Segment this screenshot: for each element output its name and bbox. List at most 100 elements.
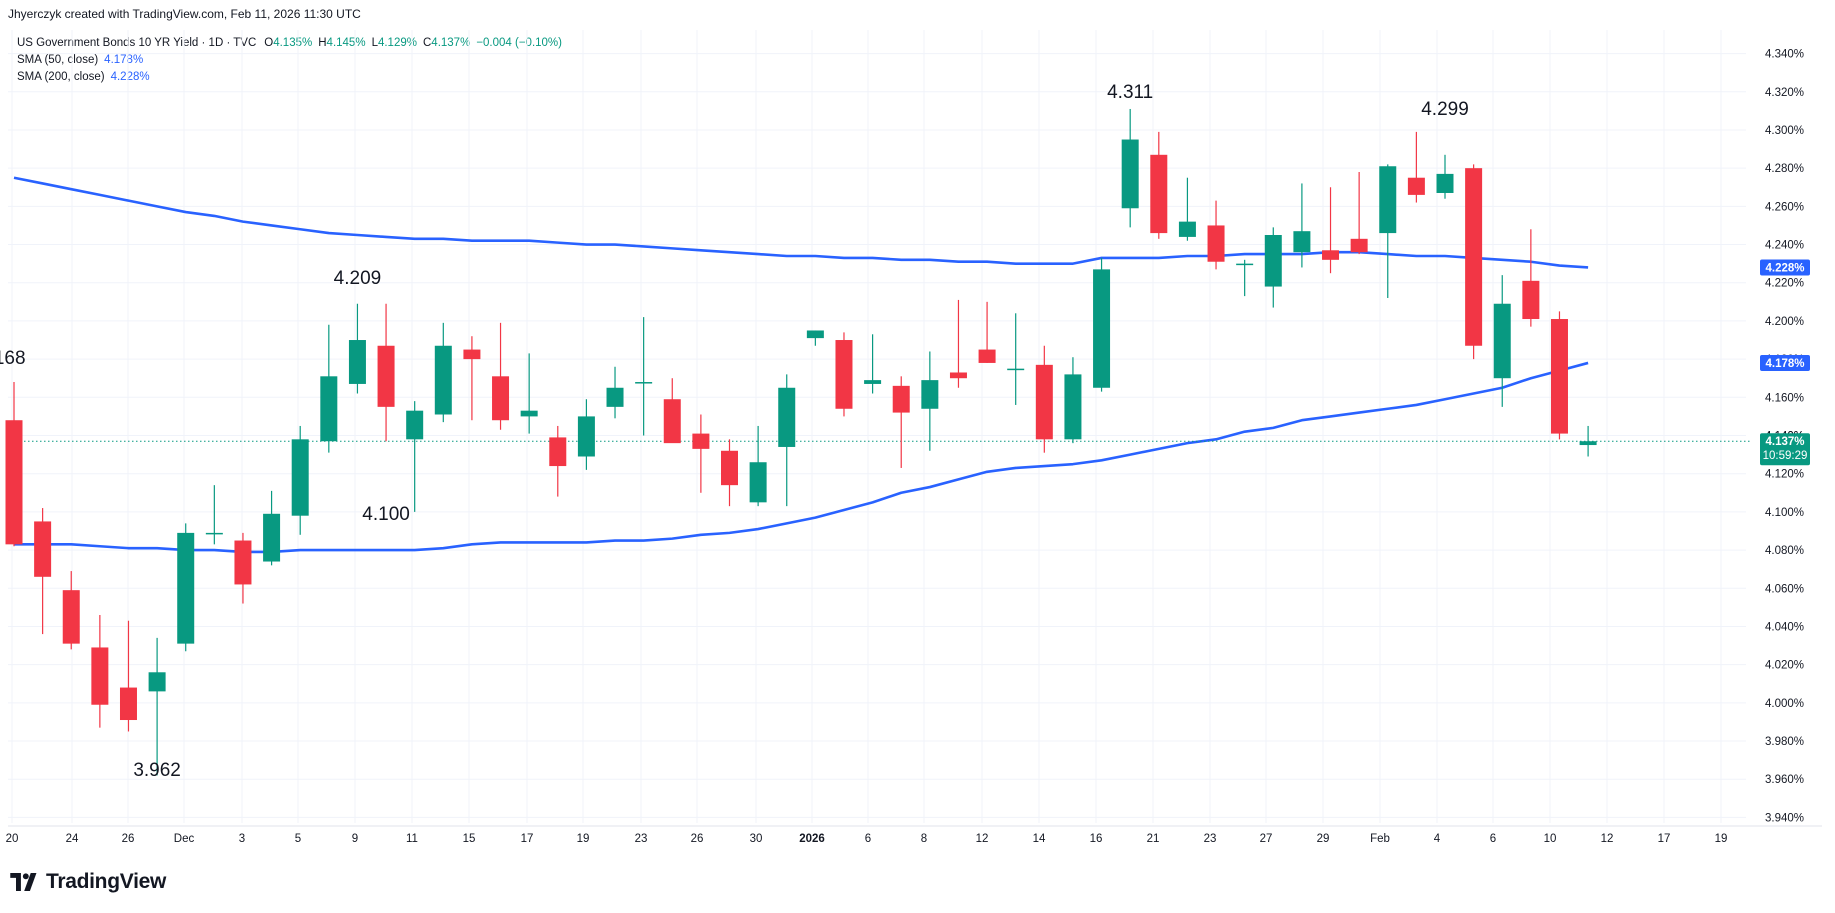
sma200-line[interactable] — [13, 176, 1589, 269]
candle[interactable] — [234, 532, 252, 604]
candle[interactable] — [1207, 200, 1225, 270]
candle[interactable] — [434, 322, 452, 423]
sma200-value: 4.228% — [110, 71, 150, 83]
candle-body — [835, 340, 853, 409]
x-tick-label: 29 — [1317, 833, 1330, 845]
sma50-line[interactable] — [14, 361, 1589, 554]
candle[interactable] — [949, 299, 967, 388]
candle[interactable] — [463, 336, 481, 421]
y-tick-label: 4.260% — [1765, 201, 1804, 213]
x-tick-label: Feb — [1370, 833, 1390, 845]
y-tick-label: 4.080% — [1765, 545, 1804, 557]
y-tick-label: 4.240% — [1765, 240, 1804, 252]
candle[interactable] — [892, 376, 910, 468]
candle[interactable] — [1264, 227, 1282, 308]
x-tick-label: 6 — [1490, 833, 1496, 845]
candle-body — [778, 387, 796, 447]
candle[interactable] — [1379, 164, 1397, 299]
candle[interactable] — [320, 324, 338, 453]
candle[interactable] — [119, 620, 137, 732]
candle-body — [1150, 154, 1168, 234]
candle[interactable] — [1493, 275, 1511, 407]
candle[interactable] — [148, 637, 166, 776]
sma200-legend-row[interactable]: SMA (200, close) 4.228% — [17, 69, 568, 86]
candle[interactable] — [778, 374, 796, 507]
candle[interactable] — [806, 330, 824, 346]
candle[interactable] — [1293, 183, 1311, 268]
candle[interactable] — [577, 399, 595, 470]
candle[interactable] — [749, 425, 767, 507]
candle[interactable] — [549, 425, 567, 497]
candle[interactable] — [1550, 311, 1568, 440]
x-tick-label: 19 — [577, 833, 590, 845]
candle[interactable] — [692, 414, 710, 493]
candle[interactable] — [348, 303, 366, 394]
candle[interactable] — [1121, 108, 1139, 228]
candle-body — [1178, 221, 1196, 237]
candle-body — [1293, 231, 1311, 253]
candle[interactable] — [205, 485, 223, 545]
candle-body — [177, 532, 195, 644]
candle[interactable] — [635, 317, 653, 436]
candle-body — [348, 340, 366, 384]
candle[interactable] — [1322, 187, 1340, 274]
candle[interactable] — [1407, 131, 1425, 203]
candle[interactable] — [377, 303, 395, 442]
x-tick-label: 26 — [691, 833, 704, 845]
candle[interactable] — [1150, 131, 1168, 239]
candle-body — [406, 410, 424, 440]
candle[interactable] — [1178, 177, 1196, 241]
candle[interactable] — [406, 401, 424, 512]
candle[interactable] — [34, 508, 52, 635]
candle[interactable] — [663, 378, 681, 444]
y-tick-label: 4.020% — [1765, 660, 1804, 672]
candle-body — [1407, 177, 1425, 195]
sma50-price-tag-text: 4.178% — [1765, 358, 1804, 370]
axis-layer: 4.340% 4.320% 4.300% 4.280% 4.260% 4.240% 4.22… — [6, 49, 1822, 845]
candle-body — [1121, 139, 1139, 209]
x-tick-label: 12 — [1601, 833, 1614, 845]
candle[interactable] — [721, 439, 738, 507]
candle[interactable] — [606, 366, 624, 419]
candle[interactable] — [978, 301, 996, 363]
candle[interactable] — [177, 523, 195, 652]
x-tick-label: 2026 — [799, 833, 825, 845]
last-price-tag-text: 4.137% — [1765, 436, 1804, 448]
candle[interactable] — [492, 322, 510, 430]
candle-body — [721, 450, 738, 486]
candle[interactable] — [1436, 154, 1454, 199]
tradingview-brand[interactable]: TradingView — [10, 870, 166, 894]
candle[interactable] — [1007, 313, 1025, 405]
candle[interactable] — [1465, 164, 1483, 360]
candle[interactable] — [1093, 257, 1111, 392]
candle[interactable] — [1522, 229, 1540, 327]
x-tick-label: 26 — [122, 833, 135, 845]
y-tick-label: 4.100% — [1765, 507, 1804, 519]
candle[interactable] — [5, 382, 23, 547]
candle[interactable] — [921, 351, 939, 451]
symbol-legend-row[interactable]: US Government Bonds 10 YR Yield · 1D · T… — [17, 35, 568, 52]
price-annotation: 168 — [0, 348, 26, 369]
candle[interactable] — [1064, 357, 1082, 444]
candle[interactable] — [62, 571, 80, 650]
candle[interactable] — [1579, 425, 1597, 457]
candle[interactable] — [835, 332, 853, 417]
open-value: 4.135% — [273, 37, 313, 49]
price-annotation: 4.299 — [1421, 99, 1469, 120]
candle[interactable] — [91, 614, 109, 728]
candle-body — [91, 647, 109, 705]
candle[interactable] — [1236, 259, 1254, 297]
candle[interactable] — [1035, 345, 1053, 453]
low-key: L — [371, 37, 378, 49]
candle[interactable] — [291, 425, 309, 535]
sma50-legend-row[interactable]: SMA (50, close) 4.178% — [17, 52, 568, 69]
y-tick-label: 4.160% — [1765, 392, 1804, 404]
last-price-tag: 4.137% 10:59:29 — [1760, 433, 1810, 466]
candle[interactable] — [520, 353, 538, 434]
candle[interactable] — [1350, 171, 1368, 255]
last-price-tag-bg — [1760, 433, 1810, 466]
candle[interactable] — [864, 334, 882, 394]
candle[interactable] — [263, 490, 281, 566]
x-tick-label: 24 — [66, 833, 79, 845]
